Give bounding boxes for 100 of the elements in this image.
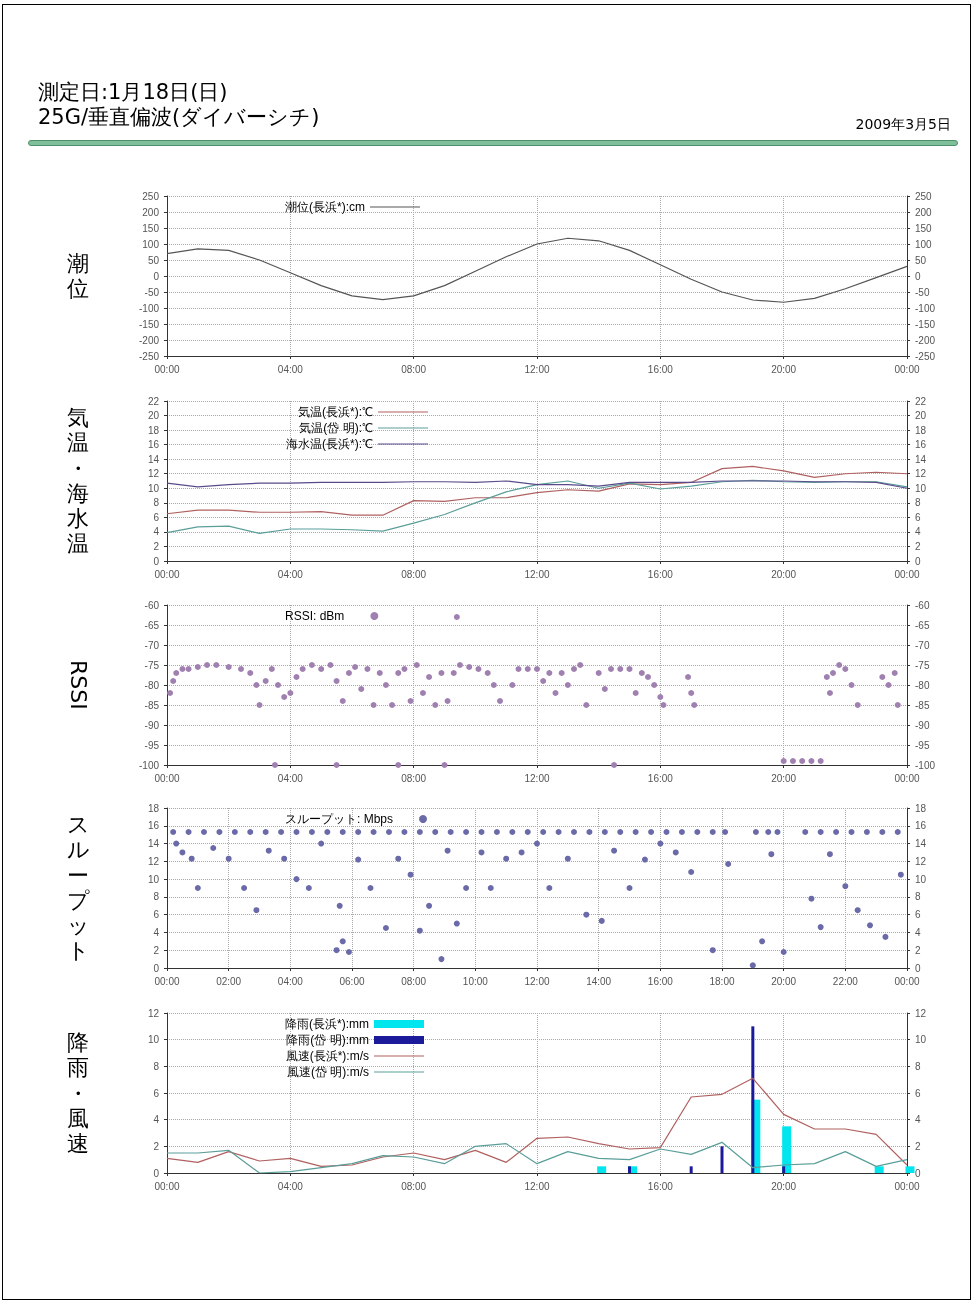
- y2-tick-label: 2: [915, 540, 921, 552]
- x-tick-label: 08:00: [401, 363, 427, 375]
- x-tick-label: 12:00: [524, 975, 550, 987]
- x-tick-label: 04:00: [277, 975, 304, 987]
- x-tick-label: 06:00: [339, 975, 365, 987]
- line-series: [166, 465, 908, 516]
- y2-tick-label: 14: [915, 838, 927, 850]
- y2-tick-label: -80: [915, 679, 930, 691]
- x-tick-label: 00:00: [154, 975, 180, 987]
- y2-tick-label: 12: [915, 1007, 927, 1019]
- y-tick-label: 8: [153, 1060, 160, 1072]
- y2-tick-label: -85: [915, 699, 930, 711]
- y-tick-label: -75: [144, 659, 160, 671]
- x-tick-label: 08:00: [401, 1180, 427, 1192]
- text: 2009年3月5日: [855, 116, 951, 134]
- bar: [689, 1166, 693, 1173]
- x-tick-label: 00:00: [154, 1180, 180, 1192]
- x-tick-label: 16:00: [647, 1180, 674, 1192]
- y2-tick-label: -250: [915, 350, 936, 362]
- y-tick-label: 100: [142, 238, 160, 250]
- y2-tick-label: 50: [915, 254, 927, 266]
- y2-tick-label: 4: [915, 1114, 921, 1126]
- y-axis-title: スループット: [66, 812, 90, 964]
- y-axis-title: 気温・海水温: [67, 405, 89, 557]
- y-tick-label: 10: [147, 1034, 160, 1046]
- y-tick-label: -100: [138, 759, 160, 771]
- bar: [628, 1166, 631, 1173]
- x-tick-label: 20:00: [771, 363, 797, 375]
- legend-label: RSSI: dBm: [284, 609, 345, 623]
- y2-tick-label: -50: [915, 286, 930, 298]
- bar: [782, 1126, 792, 1173]
- y2-tick-label: -90: [915, 719, 930, 731]
- x-tick-label: 00:00: [894, 363, 920, 375]
- x-tick-label: 16:00: [647, 975, 674, 987]
- line-series: [166, 480, 908, 489]
- y2-tick-label: 0: [915, 962, 921, 974]
- x-tick-label: 16:00: [647, 363, 674, 375]
- x-tick-label: 12:00: [524, 1180, 550, 1192]
- y2-tick-label: -75: [915, 659, 930, 671]
- x-tick-label: 08:00: [401, 568, 427, 580]
- x-tick-label: 00:00: [894, 1180, 920, 1192]
- y2-tick-label: 20: [915, 410, 927, 422]
- y2-tick-label: 4: [915, 526, 921, 538]
- y2-tick-label: 6: [915, 909, 921, 921]
- y2-tick-label: 16: [915, 439, 927, 451]
- x-tick-label: 00:00: [154, 772, 180, 784]
- y2-tick-label: 12: [915, 855, 927, 867]
- y-tick-label: 6: [153, 1087, 160, 1099]
- y-tick-label: 4: [153, 1114, 160, 1126]
- y2-tick-label: -100: [915, 759, 936, 771]
- y-tick-label: -60: [144, 599, 160, 611]
- x-tick-label: 00:00: [894, 975, 920, 987]
- x-tick-label: 12:00: [524, 568, 550, 580]
- y2-tick-label: -65: [915, 619, 930, 631]
- x-tick-label: 12:00: [524, 363, 550, 375]
- x-tick-label: 02:00: [216, 975, 242, 987]
- legend-label: 海水温(長浜*):℃: [286, 437, 373, 451]
- x-tick-label: 08:00: [401, 975, 427, 987]
- y2-tick-label: 4: [915, 926, 921, 938]
- y2-tick-label: -70: [915, 639, 930, 651]
- legend-label: 気温(長浜*):℃: [298, 405, 373, 419]
- y2-tick-label: 18: [915, 802, 927, 814]
- legend-label: 風速(岱 明):m/s: [286, 1065, 369, 1079]
- y-tick-label: -100: [138, 302, 160, 314]
- y-tick-label: 20: [147, 410, 160, 422]
- y2-tick-label: -150: [915, 318, 936, 330]
- legend-label: 降雨(岱 明):mm: [286, 1033, 369, 1047]
- line-series: [166, 1077, 908, 1167]
- y-tick-label: 12: [147, 468, 160, 480]
- y-tick-label: -150: [138, 318, 160, 330]
- y2-tick-label: 10: [915, 1034, 927, 1046]
- x-tick-label: 18:00: [709, 975, 735, 987]
- x-tick-label: 22:00: [832, 975, 859, 987]
- y-tick-label: -90: [144, 719, 160, 731]
- y-tick-label: 0: [153, 962, 160, 974]
- y2-tick-label: 8: [915, 891, 921, 903]
- y-axis-title: RSSI: [65, 660, 91, 710]
- bar: [720, 1146, 724, 1173]
- y2-tick-label: 2: [915, 1140, 921, 1152]
- y-tick-label: 8: [153, 497, 160, 509]
- x-tick-label: 00:00: [894, 568, 920, 580]
- y-tick-label: 4: [153, 926, 160, 938]
- x-tick-label: 10:00: [462, 975, 489, 987]
- y2-tick-label: 8: [915, 497, 921, 509]
- y2-tick-label: 18: [915, 424, 927, 436]
- y-tick-label: -70: [144, 639, 160, 651]
- legend-label: 降雨(長浜*):mm: [284, 1017, 369, 1031]
- x-tick-label: 04:00: [277, 1180, 304, 1192]
- y-tick-label: 150: [142, 222, 160, 234]
- y2-tick-label: 6: [915, 1087, 921, 1099]
- x-tick-label: 16:00: [647, 772, 674, 784]
- y-tick-label: 14: [147, 838, 160, 850]
- y-tick-label: 6: [153, 909, 160, 921]
- y2-tick-label: 0: [915, 555, 921, 567]
- x-tick-label: 12:00: [524, 772, 550, 784]
- y-tick-label: 2: [153, 944, 160, 956]
- y2-tick-label: -100: [915, 302, 936, 314]
- bar: [874, 1166, 884, 1173]
- chart-subtitle: 25G/垂直偏波(ダイバーシチ): [38, 104, 320, 131]
- y2-tick-label: -60: [915, 599, 930, 611]
